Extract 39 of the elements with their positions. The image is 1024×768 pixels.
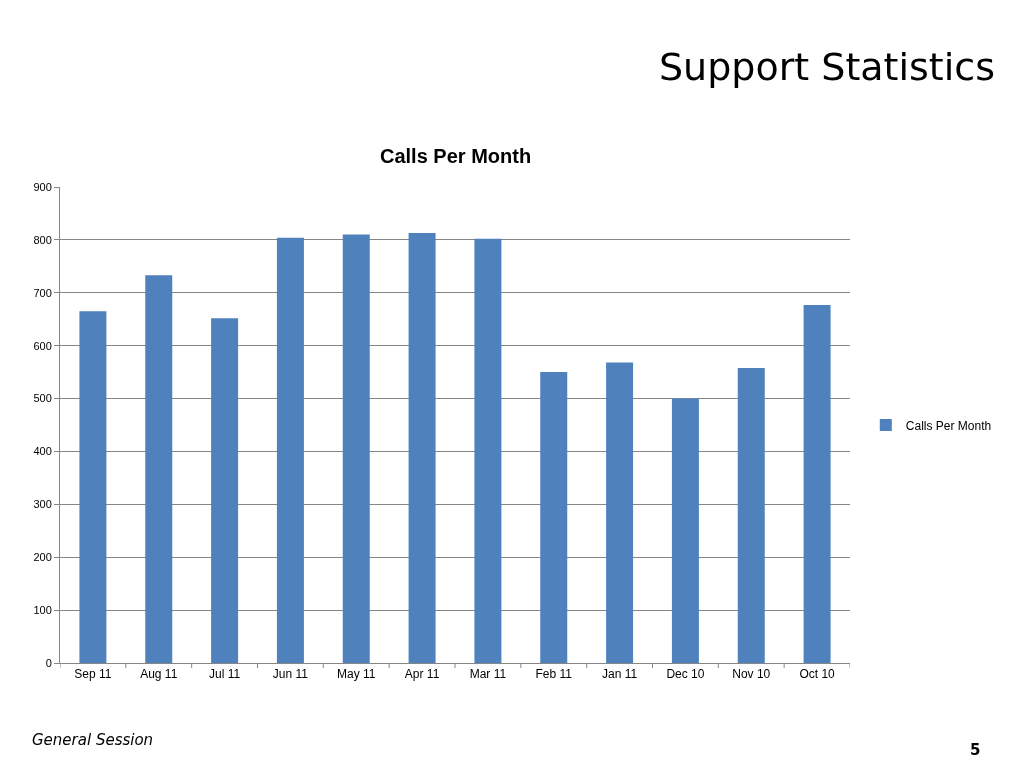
bar bbox=[408, 233, 436, 663]
x-tick-label: Nov 10 bbox=[732, 667, 771, 682]
legend-label: Calls Per Month bbox=[905, 418, 992, 433]
x-tick-label: Jan 11 bbox=[602, 667, 638, 682]
x-tick-label: Mar 11 bbox=[469, 667, 507, 682]
bar bbox=[342, 234, 370, 663]
y-tick-label: 500 bbox=[33, 392, 52, 405]
y-tick-label: 400 bbox=[33, 445, 52, 458]
bar bbox=[145, 275, 173, 663]
bar bbox=[737, 367, 765, 663]
chart-subtitle: Calls Per Month bbox=[380, 145, 532, 167]
y-tick-label: 800 bbox=[33, 233, 52, 246]
bar bbox=[671, 398, 699, 663]
x-tick-label: Oct 10 bbox=[799, 667, 836, 682]
text: 5 bbox=[970, 741, 981, 759]
x-tick-label: May 11 bbox=[337, 667, 376, 682]
chart-title: Support Statistics bbox=[658, 45, 995, 90]
x-tick-label: Jul 11 bbox=[209, 667, 241, 682]
x-tick-label: Jun 11 bbox=[272, 667, 309, 682]
bar bbox=[540, 372, 568, 663]
bar bbox=[803, 304, 831, 663]
y-tick-label: 0 bbox=[45, 656, 52, 669]
bar bbox=[606, 362, 634, 663]
y-tick-label: 100 bbox=[33, 603, 52, 616]
y-tick-label: 700 bbox=[33, 286, 52, 299]
bar bbox=[211, 318, 239, 663]
bar bbox=[79, 311, 107, 663]
x-tick-label: Dec 10 bbox=[666, 667, 705, 682]
x-tick-label: Feb 11 bbox=[535, 667, 573, 682]
y-tick-label: 200 bbox=[33, 551, 52, 564]
y-tick-label: 900 bbox=[33, 180, 52, 193]
y-tick-label: 600 bbox=[33, 339, 52, 352]
x-tick-label: Sep 11 bbox=[74, 667, 112, 682]
bar bbox=[276, 237, 304, 663]
x-tick-label: Aug 11 bbox=[140, 667, 178, 682]
x-tick-label: Apr 11 bbox=[404, 667, 440, 682]
text: General Session bbox=[32, 731, 154, 749]
bar bbox=[474, 238, 502, 663]
y-tick-label: 300 bbox=[33, 498, 52, 511]
